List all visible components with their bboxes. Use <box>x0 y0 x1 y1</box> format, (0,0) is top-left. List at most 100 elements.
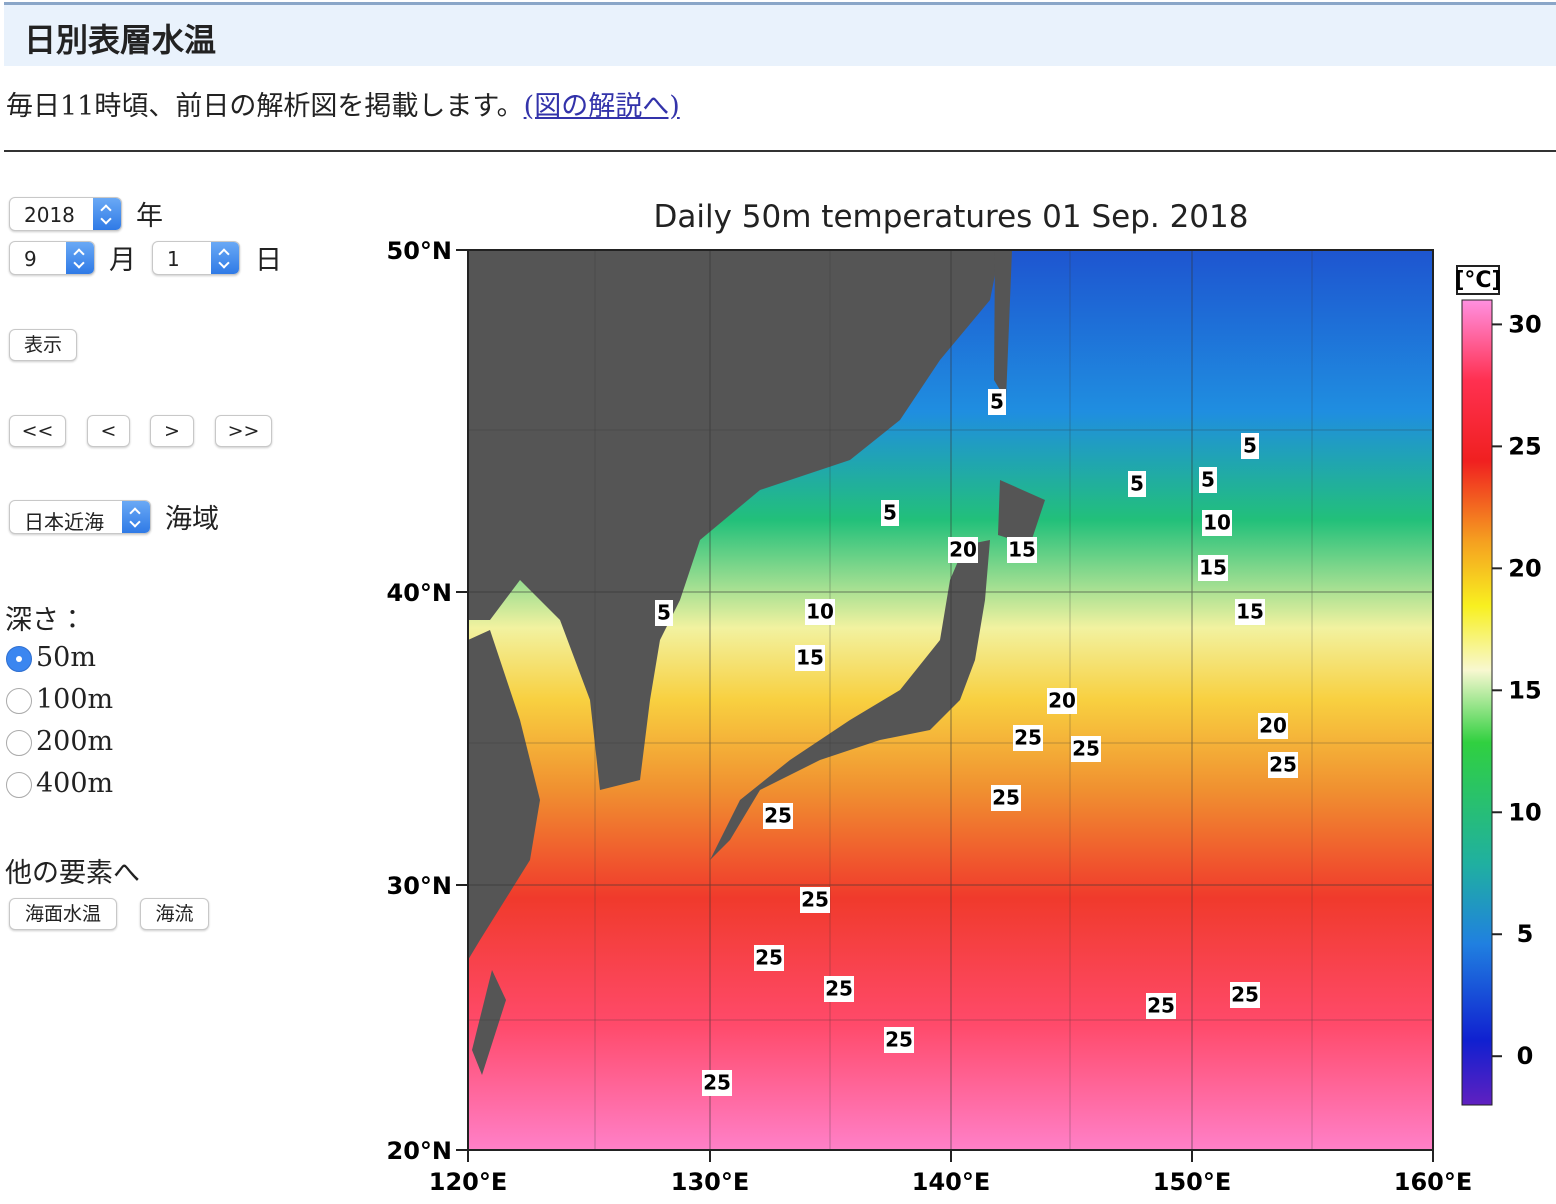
nav-button[interactable]: > <box>150 415 194 447</box>
contour-label-box <box>1199 467 1217 493</box>
header: 日別表層水温 <box>4 2 1556 66</box>
contour-label-box <box>805 599 835 625</box>
contour-label: 5 <box>1201 468 1215 492</box>
figure-title: Daily 50m temperatures 01 Sep. 2018 <box>654 199 1249 235</box>
day-select[interactable]: 1 <box>152 241 240 275</box>
lat-label: 20°N <box>387 1137 452 1165</box>
colorbar-tick-label: 15 <box>1508 676 1541 704</box>
contour-label-box <box>800 887 830 913</box>
year-unit: 年 <box>136 201 163 232</box>
year-select[interactable]: 2018 <box>9 197 122 231</box>
contour-label: 25 <box>1072 737 1100 761</box>
contour-label-box <box>1198 555 1228 581</box>
contour-label: 5 <box>1130 472 1144 496</box>
show-button[interactable]: 表示 <box>9 329 77 361</box>
contour-label: 25 <box>1014 726 1042 750</box>
nav-button[interactable]: < <box>87 415 130 447</box>
page-title: 日別表層水温 <box>24 21 217 59</box>
contour-label-box <box>1241 433 1259 459</box>
contour-label: 25 <box>764 804 792 828</box>
contour-label-box <box>1128 471 1146 497</box>
spinner <box>66 242 94 274</box>
contour-label-box <box>1268 752 1298 778</box>
contour-label: 15 <box>1236 600 1264 624</box>
region-unit: 海域 <box>165 504 219 535</box>
lat-label: 30°N <box>387 872 452 900</box>
month-select[interactable]: 9 <box>9 241 95 275</box>
contour-label: 20 <box>1048 689 1076 713</box>
nav-button[interactable]: >> <box>215 415 272 447</box>
lon-label: 120°E <box>429 1168 508 1196</box>
colorbar <box>1461 299 1493 1106</box>
figure: Daily 50m temperatures 01 Sep. 2018 5 5 5 5… <box>387 199 1542 1196</box>
contour-label-box <box>754 945 784 971</box>
region-value: 日本近海 <box>24 510 104 534</box>
contour-label-box <box>1047 688 1077 714</box>
depth-radio[interactable] <box>6 772 32 798</box>
contour-label: 25 <box>1269 753 1297 777</box>
lon-label: 150°E <box>1153 1168 1232 1196</box>
figure-body: Daily 50m temperatures 01 Sep. 2018 5 5 5 5… <box>387 199 1542 1196</box>
month-value: 9 <box>24 247 37 271</box>
contour-label-box <box>795 645 825 671</box>
depth-option[interactable]: 100m <box>36 684 114 715</box>
lat-label: 50°N <box>387 237 452 265</box>
contour-label: 5 <box>1243 434 1257 458</box>
china-coast <box>468 630 540 960</box>
contour-label-box <box>948 537 978 563</box>
depth-option[interactable]: 400m <box>36 768 114 799</box>
taiwan <box>472 970 506 1075</box>
map-axes: 50°N 40°N 30°N 20°N 120°E 130°E 140°E 150°E 160°… <box>387 237 1473 1196</box>
nav-button[interactable]: << <box>9 415 66 447</box>
intro: 毎日11時頃、前日の解析図を掲載します。(図の解説へ) <box>6 84 680 123</box>
year-value: 2018 <box>24 203 75 227</box>
contour-label: 25 <box>1147 994 1175 1018</box>
month-unit: 月 <box>109 245 136 276</box>
contour-label: 10 <box>1203 511 1231 535</box>
colorbar-tick-label: 5 <box>1517 920 1534 948</box>
contour-label-box <box>702 1070 732 1096</box>
contour-label-box <box>1146 993 1176 1019</box>
contour-label: 10 <box>806 600 834 624</box>
contour-label-box <box>1202 510 1232 536</box>
contour-label-box <box>1013 725 1043 751</box>
contour-label-box <box>991 785 1021 811</box>
lon-label: 160°E <box>1394 1168 1473 1196</box>
region-select[interactable]: 日本近海 <box>9 500 151 534</box>
depth-radio[interactable] <box>6 730 32 756</box>
colorbar-tick-label: 30 <box>1508 310 1541 338</box>
land <box>468 250 1045 1075</box>
depth-option[interactable]: 50m <box>36 642 96 673</box>
depth-option[interactable]: 200m <box>36 726 114 757</box>
intro-text: 毎日11時頃、前日の解析図を掲載します。 <box>6 91 524 122</box>
contour-label-box <box>1235 599 1265 625</box>
contour-label: 15 <box>1008 538 1036 562</box>
depth-label: 深さ： <box>5 605 86 636</box>
contour-label-box <box>881 500 899 526</box>
contour-label: 25 <box>755 946 783 970</box>
contour-label-box <box>1230 982 1260 1008</box>
contour-label-box <box>1071 736 1101 762</box>
divider <box>4 150 1556 152</box>
other-button[interactable]: 海流 <box>140 898 209 930</box>
contour-label: 5 <box>883 501 897 525</box>
help-link[interactable]: (図の解説へ) <box>523 91 680 122</box>
other-label: 他の要素へ <box>5 858 140 889</box>
depth-radio[interactable] <box>6 646 32 672</box>
contour-label-box <box>763 803 793 829</box>
other-button[interactable]: 海面水温 <box>9 898 117 930</box>
day-unit: 日 <box>255 245 282 276</box>
colorbar-tick-label: 10 <box>1508 798 1541 826</box>
contour-label-box <box>988 389 1006 415</box>
lon-label: 130°E <box>671 1168 750 1196</box>
colorbar-ticks: 0 5 10 15 20 25 30 <box>1492 310 1542 1070</box>
depth-radio[interactable] <box>6 688 32 714</box>
contour-label: 25 <box>992 786 1020 810</box>
contour-label: 25 <box>825 977 853 1001</box>
colorbar-tick-label: 0 <box>1517 1042 1534 1070</box>
hokkaido <box>998 480 1045 545</box>
unit-box <box>1456 265 1500 295</box>
